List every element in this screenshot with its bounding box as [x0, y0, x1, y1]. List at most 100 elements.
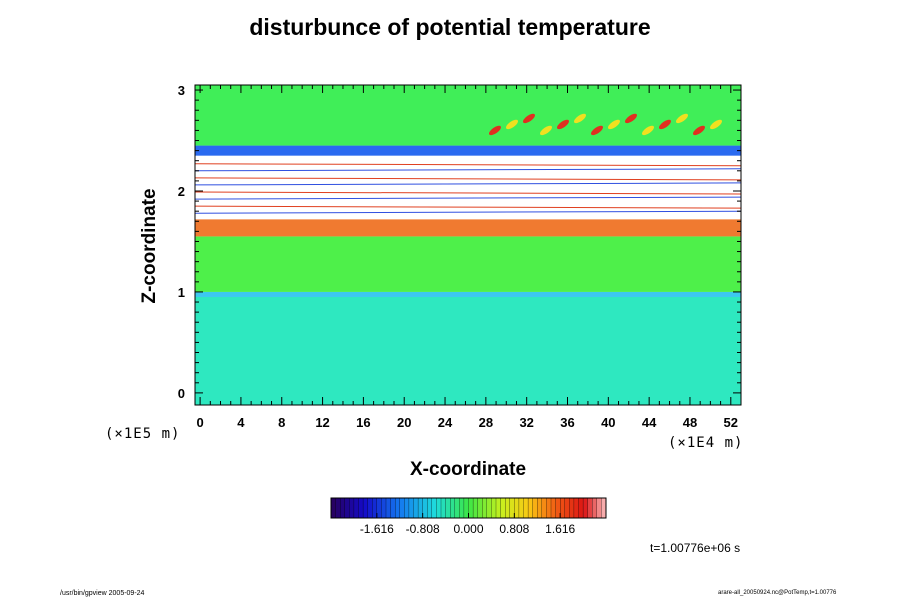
colorbar-label: 1.616	[545, 522, 575, 536]
colorbar-segment	[404, 497, 410, 519]
contour-line	[195, 205, 741, 209]
field-band-6	[195, 85, 741, 146]
footer-left: /usr/bin/gpview 2005-09-24	[60, 590, 145, 597]
x-unit-label: (×1E4 m)	[668, 435, 744, 451]
wave-streak	[557, 119, 569, 130]
colorbar-segment	[550, 497, 557, 519]
colorbar-segment	[472, 497, 479, 519]
colorbar-segment	[541, 497, 547, 519]
colorbar-segment	[527, 497, 534, 519]
contour-line	[195, 196, 741, 200]
colorbar-segment	[358, 497, 364, 519]
field-band-5	[195, 145, 741, 156]
colorbar-segment	[573, 497, 579, 519]
colorbar-segment	[546, 497, 552, 519]
colorbar-segment	[445, 497, 451, 519]
field-band-3	[195, 219, 741, 237]
colorbar-segment	[459, 497, 465, 519]
colorbar-segment	[514, 497, 520, 519]
colorbar-segment	[468, 497, 474, 519]
x-tick-label: 48	[683, 415, 697, 430]
colorbar-segment	[587, 497, 593, 519]
colorbar-segment	[381, 497, 387, 519]
wave-streak	[642, 125, 654, 136]
colorbar-segment	[436, 497, 442, 519]
colorbar-segment	[537, 497, 543, 519]
contour-line	[195, 168, 741, 172]
colorbar-segment	[399, 497, 405, 519]
colorbar-label: 0.808	[499, 522, 529, 536]
plot-frame	[194, 84, 742, 406]
colorbar-segment	[330, 497, 337, 519]
field-band-1	[195, 291, 741, 297]
colorbar-segment	[390, 497, 396, 519]
colorbar-segment	[560, 497, 566, 519]
colorbar-segment	[431, 497, 437, 519]
colorbar-segment	[518, 497, 524, 519]
colorbar-segment	[440, 497, 447, 519]
colorbar-segment	[427, 497, 433, 519]
wave-streak	[540, 125, 552, 136]
colorbar-segment	[450, 497, 456, 519]
colorbar-segment	[491, 497, 497, 519]
z-axis-ticks: 0 1 2 3	[178, 83, 741, 401]
colorbar: -1.616 -0.808 0.000 0.808 1.616	[330, 497, 607, 536]
x-tick-label: 20	[397, 415, 411, 430]
x-tick-label: 12	[315, 415, 329, 430]
footer-right: arare-all_20050924.nc@PotTemp,t=1.00776	[718, 590, 837, 596]
wave-streak	[676, 113, 688, 124]
contour-line	[195, 191, 741, 195]
z-tick-label: 3	[178, 83, 185, 98]
wave-streak	[574, 113, 586, 124]
colorbar-segment	[413, 497, 419, 519]
time-annotation: t=1.00776e+06 s	[650, 541, 741, 555]
field-band-4	[195, 155, 741, 220]
colorbar-label: -0.808	[406, 522, 440, 536]
x-tick-label: 36	[560, 415, 574, 430]
wave-streak	[625, 113, 637, 124]
colorbar-segment	[454, 497, 460, 519]
colorbar-segment	[523, 497, 529, 519]
x-axis-ticks: 0 4 8 12 16 20 24 28 32 36 40 44 48 52	[196, 85, 738, 430]
colorbar-segment	[376, 497, 382, 519]
x-tick-label: 32	[519, 415, 533, 430]
x-tick-label: 0	[196, 415, 203, 430]
z-tick-label: 1	[178, 285, 185, 300]
colorbar-segment	[596, 497, 602, 519]
colorbar-segment	[564, 497, 570, 519]
colorbar-segment	[486, 497, 492, 519]
contour-line	[195, 177, 741, 181]
colorbar-segment	[592, 497, 598, 519]
x-tick-label: 24	[438, 415, 453, 430]
colorbar-segment	[349, 497, 355, 519]
colorbar-segment	[477, 497, 483, 519]
z-unit-label: (×1E5 m)	[105, 426, 181, 442]
x-axis-label: X-coordinate	[409, 459, 527, 480]
colorbar-label: 0.000	[453, 522, 483, 536]
x-tick-label: 40	[601, 415, 615, 430]
colorbar-segment	[353, 497, 359, 519]
colorbar-segment	[532, 497, 538, 519]
contour-line	[195, 163, 741, 167]
chart-title: disturbunce of potential temperature	[249, 14, 651, 40]
x-tick-label: 28	[479, 415, 493, 430]
colorbar-label: -1.616	[360, 522, 394, 536]
x-tick-label: 4	[237, 415, 245, 430]
wave-streak	[489, 125, 501, 136]
x-tick-label: 8	[278, 415, 285, 430]
wave-streak	[710, 119, 722, 130]
wave-streak	[693, 125, 705, 136]
z-tick-label: 2	[178, 184, 185, 199]
x-tick-label: 16	[356, 415, 370, 430]
contour-line	[195, 210, 741, 214]
colorbar-segment	[395, 497, 401, 519]
x-tick-label: 52	[724, 415, 738, 430]
field-band-2	[195, 236, 741, 292]
colorbar-segment	[505, 497, 511, 519]
colorbar-segment	[408, 497, 414, 519]
colorbar-segment	[569, 497, 575, 519]
colorbar-segment	[362, 497, 369, 519]
wave-streak	[591, 125, 603, 136]
colorbar-segment	[385, 497, 392, 519]
